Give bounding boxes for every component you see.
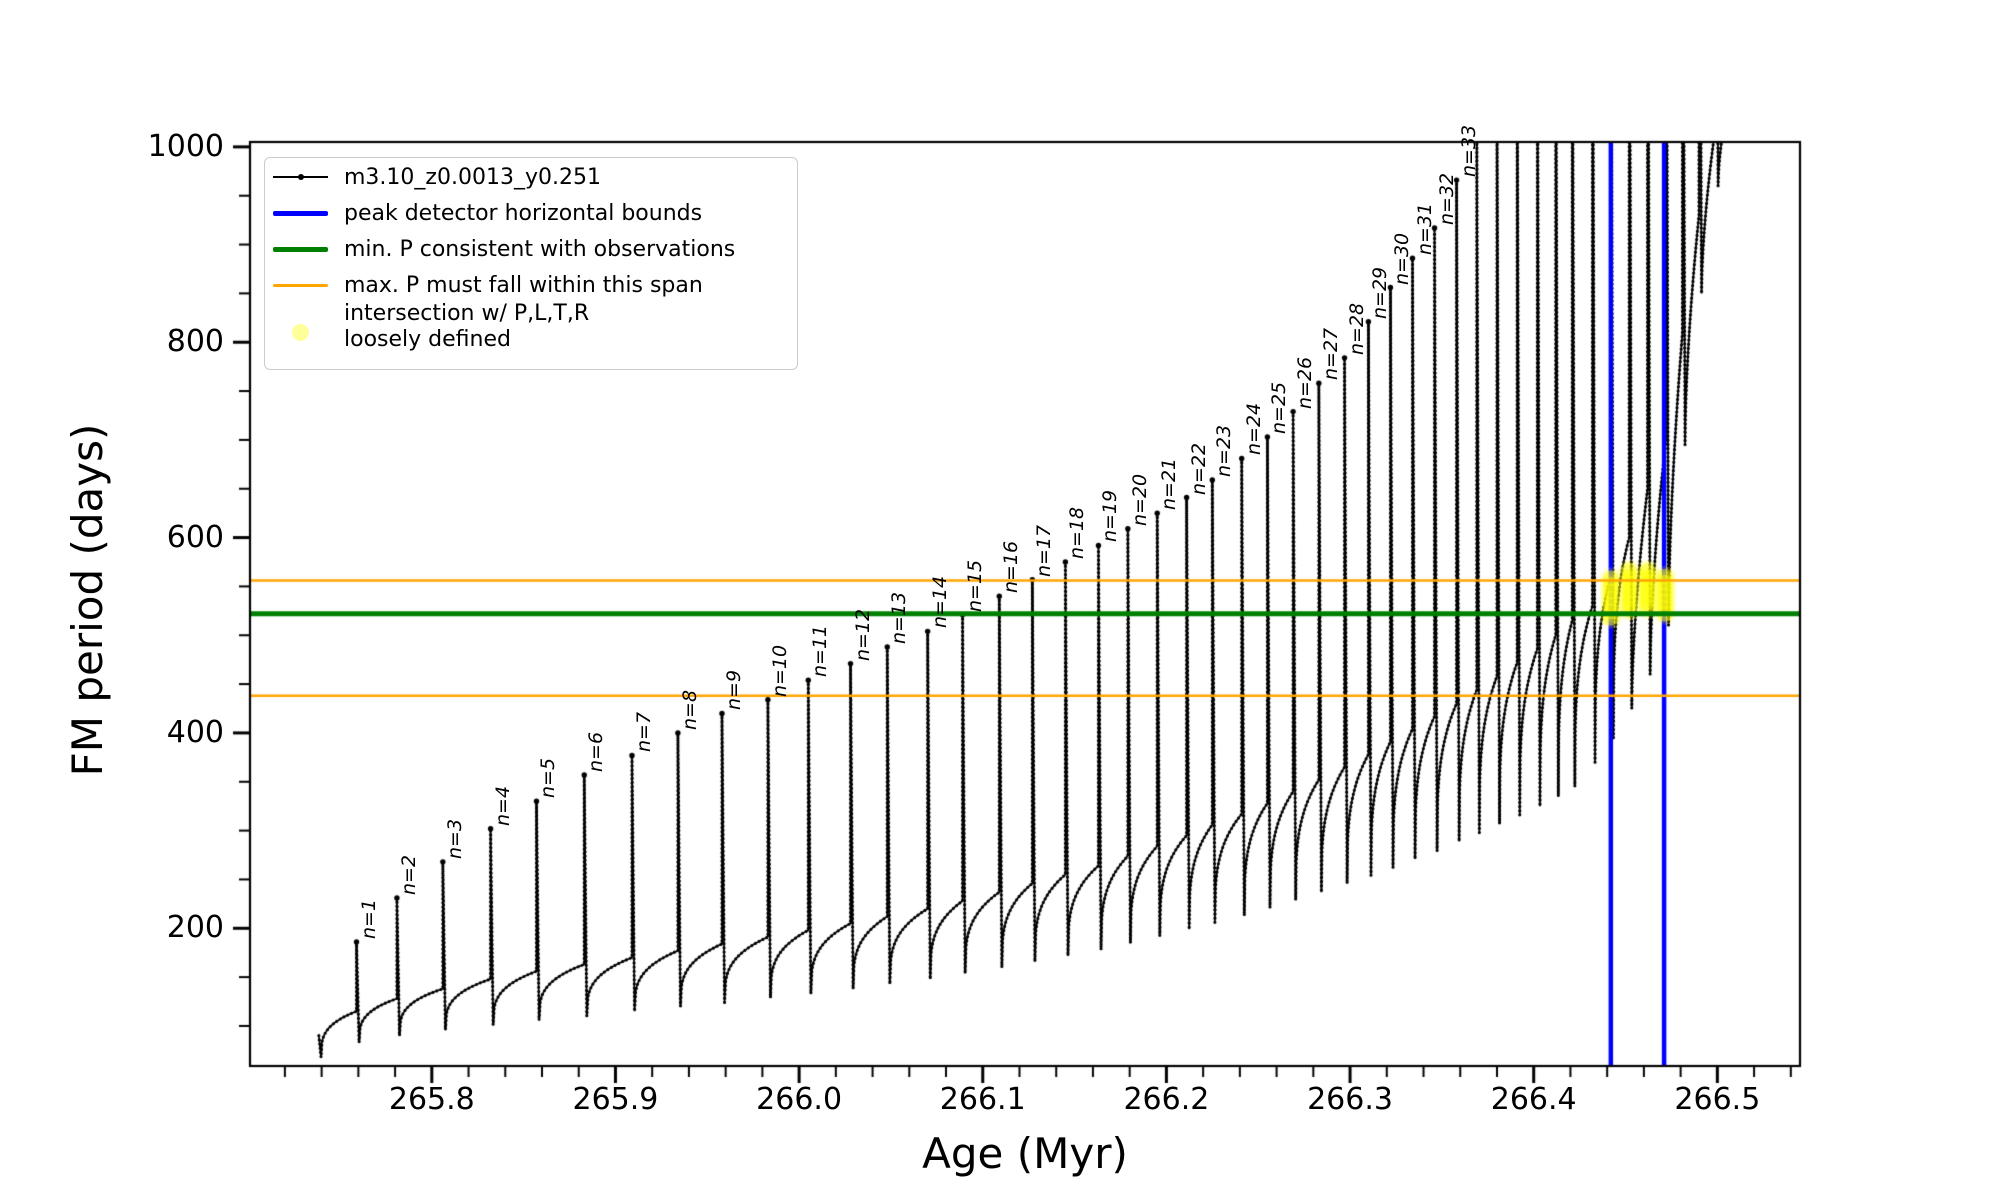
pulse-number-label: n=4 xyxy=(491,785,514,826)
pulse-number-label: n=29 xyxy=(1369,266,1392,319)
x-tick-label: 265.8 xyxy=(388,1082,475,1117)
x-tick-label: 266.5 xyxy=(1674,1082,1761,1117)
pulse-number-label: n=27 xyxy=(1319,328,1342,381)
x-tick-label: 266.3 xyxy=(1307,1082,1393,1117)
pulse-number-label: n=25 xyxy=(1268,381,1291,434)
pulse-number-label: n=32 xyxy=(1435,172,1458,225)
pulse-number-label: n=3 xyxy=(443,818,466,859)
pulse-number-label: n=15 xyxy=(963,559,986,612)
pulse-number-label: n=7 xyxy=(632,712,655,753)
legend-item-2: min. P consistent with observations xyxy=(265,237,797,273)
pulse-number-label: n=13 xyxy=(888,591,911,644)
pulse-number-label: n=21 xyxy=(1158,458,1181,511)
pulse-number-label: n=12 xyxy=(851,608,874,661)
orange-line-icon xyxy=(273,273,328,297)
x-tick-label: 265.9 xyxy=(572,1082,659,1117)
pulse-number-label: n=10 xyxy=(768,644,791,697)
pulse-number-label: n=6 xyxy=(585,731,608,772)
legend-item-label: intersection w/ P,L,T,R loosely defined xyxy=(344,301,590,352)
pulse-number-label: n=22 xyxy=(1187,442,1210,495)
x-tick-label: 266.1 xyxy=(939,1082,1026,1117)
legend-item-label: min. P consistent with observations xyxy=(344,237,736,262)
pulse-number-label: n=5 xyxy=(537,758,560,799)
y-axis-title: FM period (days) xyxy=(63,423,112,777)
y-tick-label: 400 xyxy=(166,714,224,750)
legend-item-label: max. P must fall within this span xyxy=(344,273,703,298)
series-line-icon xyxy=(273,165,328,189)
blue-line-icon xyxy=(273,201,328,225)
yellow-dot-icon xyxy=(273,309,328,341)
legend-item-0: m3.10_z0.0013_y0.251 xyxy=(265,165,797,201)
y-tick-label: 600 xyxy=(166,519,224,555)
x-tick-label: 266.0 xyxy=(756,1082,843,1117)
pulse-number-label: n=31 xyxy=(1413,203,1436,256)
x-tick-label: 266.2 xyxy=(1123,1082,1210,1117)
y-tick-label: 800 xyxy=(166,324,224,360)
pulse-number-label: n=2 xyxy=(397,854,420,895)
pulse-number-label: n=28 xyxy=(1345,302,1368,355)
green-line-icon xyxy=(273,237,328,261)
pulse-number-label: n=20 xyxy=(1128,473,1151,526)
pulse-number-label: n=17 xyxy=(1033,524,1056,577)
x-axis-title: Age (Myr) xyxy=(922,1129,1128,1178)
pulse-number-label: n=26 xyxy=(1294,356,1317,409)
pulse-number-label: n=30 xyxy=(1391,232,1414,285)
pulse-number-label: n=33 xyxy=(1457,124,1480,178)
legend-item-label: peak detector horizontal bounds xyxy=(344,201,703,226)
pulse-number-label: n=18 xyxy=(1066,506,1089,559)
pulse-number-label: n=11 xyxy=(809,625,832,678)
y-tick-label: 1000 xyxy=(147,128,224,164)
pulse-number-label: n=8 xyxy=(678,689,701,730)
pulse-number-label: n=1 xyxy=(357,898,380,939)
pulse-number-label: n=19 xyxy=(1099,490,1122,543)
legend-item-1: peak detector horizontal bounds xyxy=(265,201,797,237)
legend-item-label: m3.10_z0.0013_y0.251 xyxy=(344,165,601,190)
x-tick-label: 266.4 xyxy=(1490,1082,1577,1117)
pulse-number-label: n=23 xyxy=(1213,424,1236,477)
pulse-number-label: n=9 xyxy=(722,670,745,711)
y-tick-label: 200 xyxy=(166,910,224,946)
legend-item-4: intersection w/ P,L,T,R loosely defined xyxy=(265,301,797,352)
pulse-number-label: n=24 xyxy=(1242,403,1265,456)
legend-item-3: max. P must fall within this span xyxy=(265,273,797,309)
pulse-number-label: n=16 xyxy=(1000,541,1023,594)
pulse-number-label: n=14 xyxy=(928,576,951,629)
